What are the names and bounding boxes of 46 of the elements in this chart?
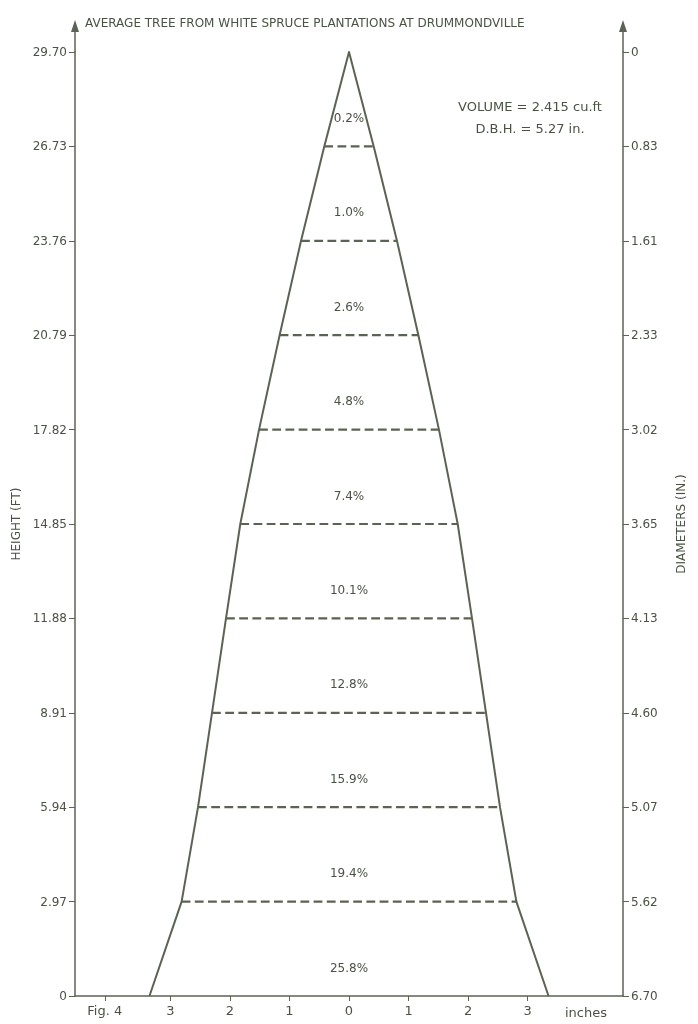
annotation: 1.0% (333, 205, 365, 220)
annotation: 4.8% (333, 394, 365, 409)
category-label: 4.13 (631, 611, 658, 626)
category-label: 4.60 (631, 705, 658, 720)
x-tick-label: 1 (404, 1003, 413, 1018)
category-label: 3.02 (631, 422, 658, 437)
y-tick-label: 11.88 (32, 611, 67, 626)
annotation: 12.8% (329, 677, 369, 692)
category-label: 3.65 (631, 517, 658, 531)
category-label: 6.70 (631, 989, 658, 1003)
x-tick-label: 3 (523, 1003, 532, 1018)
annotation: VOLUME = 2.415 cu.ft (458, 99, 602, 114)
annotation: 10.1% (329, 583, 369, 598)
x-tick-label: 2 (225, 1003, 235, 1018)
category-label: 0.83 (631, 139, 658, 154)
y-tick-label: 20.79 (32, 328, 67, 343)
annotation: 25.8% (329, 960, 369, 975)
y-tick-label: 8.91 (40, 705, 67, 720)
annotation: 2.6% (333, 299, 365, 314)
x-tick-label: 2 (463, 1003, 473, 1018)
x-tick-label: 1 (285, 1003, 294, 1018)
category-label: 5.62 (631, 894, 658, 909)
y-axis-title: HEIGHT (FT) (8, 487, 23, 561)
y2-axis-title: DIAMETERS (IN.) (674, 474, 688, 574)
x-axis-title: inches (565, 1005, 608, 1020)
category-label: 1.61 (631, 233, 658, 248)
y-tick-label: 23.76 (32, 233, 67, 248)
annotation: 15.9% (329, 771, 369, 786)
x-tick-label: 3 (166, 1003, 175, 1018)
category-label: 0 (631, 45, 639, 59)
y-tick-label: 2.97 (40, 894, 67, 909)
annotation: 19.4% (329, 866, 369, 881)
x-tick-label: Fig. 4 (87, 1003, 123, 1018)
y-tick-label: 17.82 (32, 422, 67, 437)
annotation: 0.2% (333, 111, 365, 126)
category-label: 5.07 (631, 800, 658, 815)
y-tick-label: 29.70 (32, 45, 67, 59)
annotation: D.B.H. = 5.27 in. (475, 121, 585, 136)
y-tick-label: 26.73 (32, 139, 67, 154)
y-tick-label: 5.94 (40, 800, 67, 815)
y-tick-label: 14.85 (32, 517, 67, 531)
chart-title: AVERAGE TREE FROM WHITE SPRUCE PLANTATIONS AT DRUMMONDVILLE (85, 16, 525, 30)
x-tick-label: 0 (344, 1003, 354, 1018)
annotation: 7.4% (333, 488, 365, 503)
category-label: 2.33 (631, 328, 658, 343)
y-tick-label: 0 (59, 989, 67, 1003)
